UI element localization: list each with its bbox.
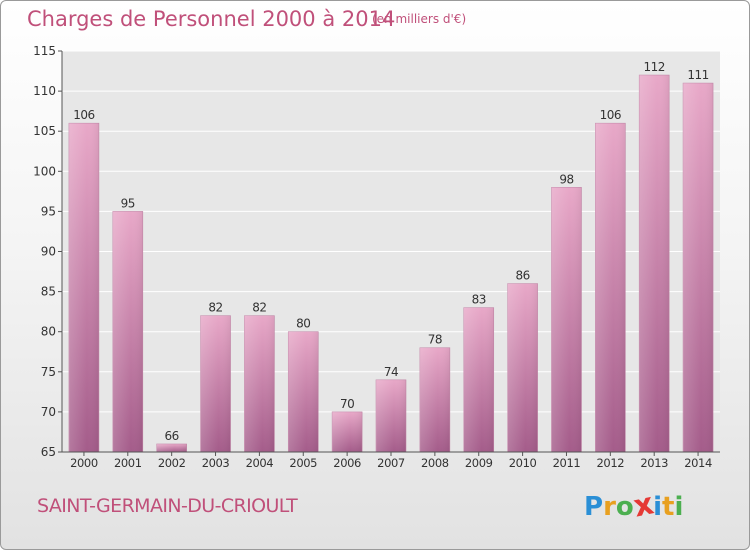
x-tick-label-2006: 2006 bbox=[333, 456, 361, 470]
bar-shine-2005 bbox=[288, 331, 319, 452]
y-tick-label: 90 bbox=[41, 245, 56, 259]
logo-letter: P bbox=[584, 492, 604, 522]
logo-letter: t bbox=[662, 492, 675, 522]
bar-shine-2002 bbox=[156, 443, 187, 452]
y-tick-label: 65 bbox=[41, 445, 56, 459]
proxiti-logo: Proxiti bbox=[584, 486, 684, 524]
x-tick-label-2011: 2011 bbox=[553, 456, 581, 470]
bar-shine-2003 bbox=[200, 315, 231, 452]
x-tick-label-2010: 2010 bbox=[509, 456, 537, 470]
logo-letter: o bbox=[615, 492, 634, 522]
commune-name: SAINT-GERMAIN-DU-CRIOULT bbox=[37, 495, 298, 517]
bar-shine-2013 bbox=[639, 75, 670, 452]
bar-shine-2012 bbox=[595, 123, 626, 453]
value-label-2000: 106 bbox=[73, 108, 94, 122]
y-tick-label: 95 bbox=[41, 204, 56, 218]
bar-shine-2011 bbox=[551, 187, 582, 452]
x-tick-label-2008: 2008 bbox=[421, 456, 449, 470]
value-label-2001: 95 bbox=[121, 196, 135, 210]
x-tick-label-2002: 2002 bbox=[158, 456, 186, 470]
value-label-2014: 111 bbox=[687, 68, 708, 82]
x-tick-label-2000: 2000 bbox=[70, 456, 98, 470]
value-label-2007: 74 bbox=[384, 365, 398, 379]
bar-shine-2008 bbox=[419, 347, 450, 452]
y-tick-label: 80 bbox=[41, 325, 56, 339]
value-label-2010: 86 bbox=[515, 269, 529, 283]
bar-shine-2006 bbox=[332, 411, 363, 452]
value-label-2012: 106 bbox=[600, 108, 621, 122]
bar-shine-2007 bbox=[376, 379, 406, 452]
x-tick-label-2014: 2014 bbox=[684, 456, 712, 470]
y-tick-label: 105 bbox=[33, 124, 56, 138]
logo-letter: i bbox=[653, 492, 663, 522]
x-tick-label-2007: 2007 bbox=[377, 456, 405, 470]
y-tick-label: 110 bbox=[33, 84, 56, 98]
y-tick-label: 85 bbox=[41, 285, 56, 299]
value-label-2009: 83 bbox=[472, 293, 486, 307]
bar-shine-2004 bbox=[244, 315, 275, 452]
bar-shine-2000 bbox=[68, 123, 99, 453]
x-tick-label-2004: 2004 bbox=[246, 456, 274, 470]
value-label-2011: 98 bbox=[559, 172, 573, 186]
y-tick-label: 115 bbox=[33, 44, 56, 58]
x-tick-label-2012: 2012 bbox=[596, 456, 624, 470]
y-tick-label: 75 bbox=[41, 365, 56, 379]
x-tick-label-2001: 2001 bbox=[114, 456, 142, 470]
chart-subtitle: (en milliers d'€) bbox=[372, 12, 467, 26]
y-tick-label: 100 bbox=[33, 164, 56, 178]
bar-shine-2010 bbox=[507, 283, 538, 452]
y-tick-label: 70 bbox=[41, 405, 56, 419]
x-tick-label-2013: 2013 bbox=[640, 456, 668, 470]
bar-shine-2009 bbox=[463, 307, 494, 452]
logo-letter: i bbox=[674, 492, 684, 522]
value-label-2004: 82 bbox=[252, 301, 266, 315]
value-label-2006: 70 bbox=[340, 397, 354, 411]
x-tick-label-2005: 2005 bbox=[289, 456, 317, 470]
chart-title: Charges de Personnel 2000 à 2014 bbox=[27, 7, 396, 31]
value-label-2003: 82 bbox=[208, 301, 222, 315]
value-label-2013: 112 bbox=[643, 60, 664, 74]
logo-letter: r bbox=[603, 492, 616, 522]
bar-shine-2014 bbox=[683, 83, 714, 452]
value-label-2008: 78 bbox=[428, 333, 442, 347]
x-tick-label-2009: 2009 bbox=[465, 456, 493, 470]
value-label-2005: 80 bbox=[296, 317, 310, 331]
value-label-2002: 66 bbox=[165, 429, 179, 443]
bar-shine-2001 bbox=[112, 211, 143, 452]
x-tick-label-2003: 2003 bbox=[202, 456, 230, 470]
